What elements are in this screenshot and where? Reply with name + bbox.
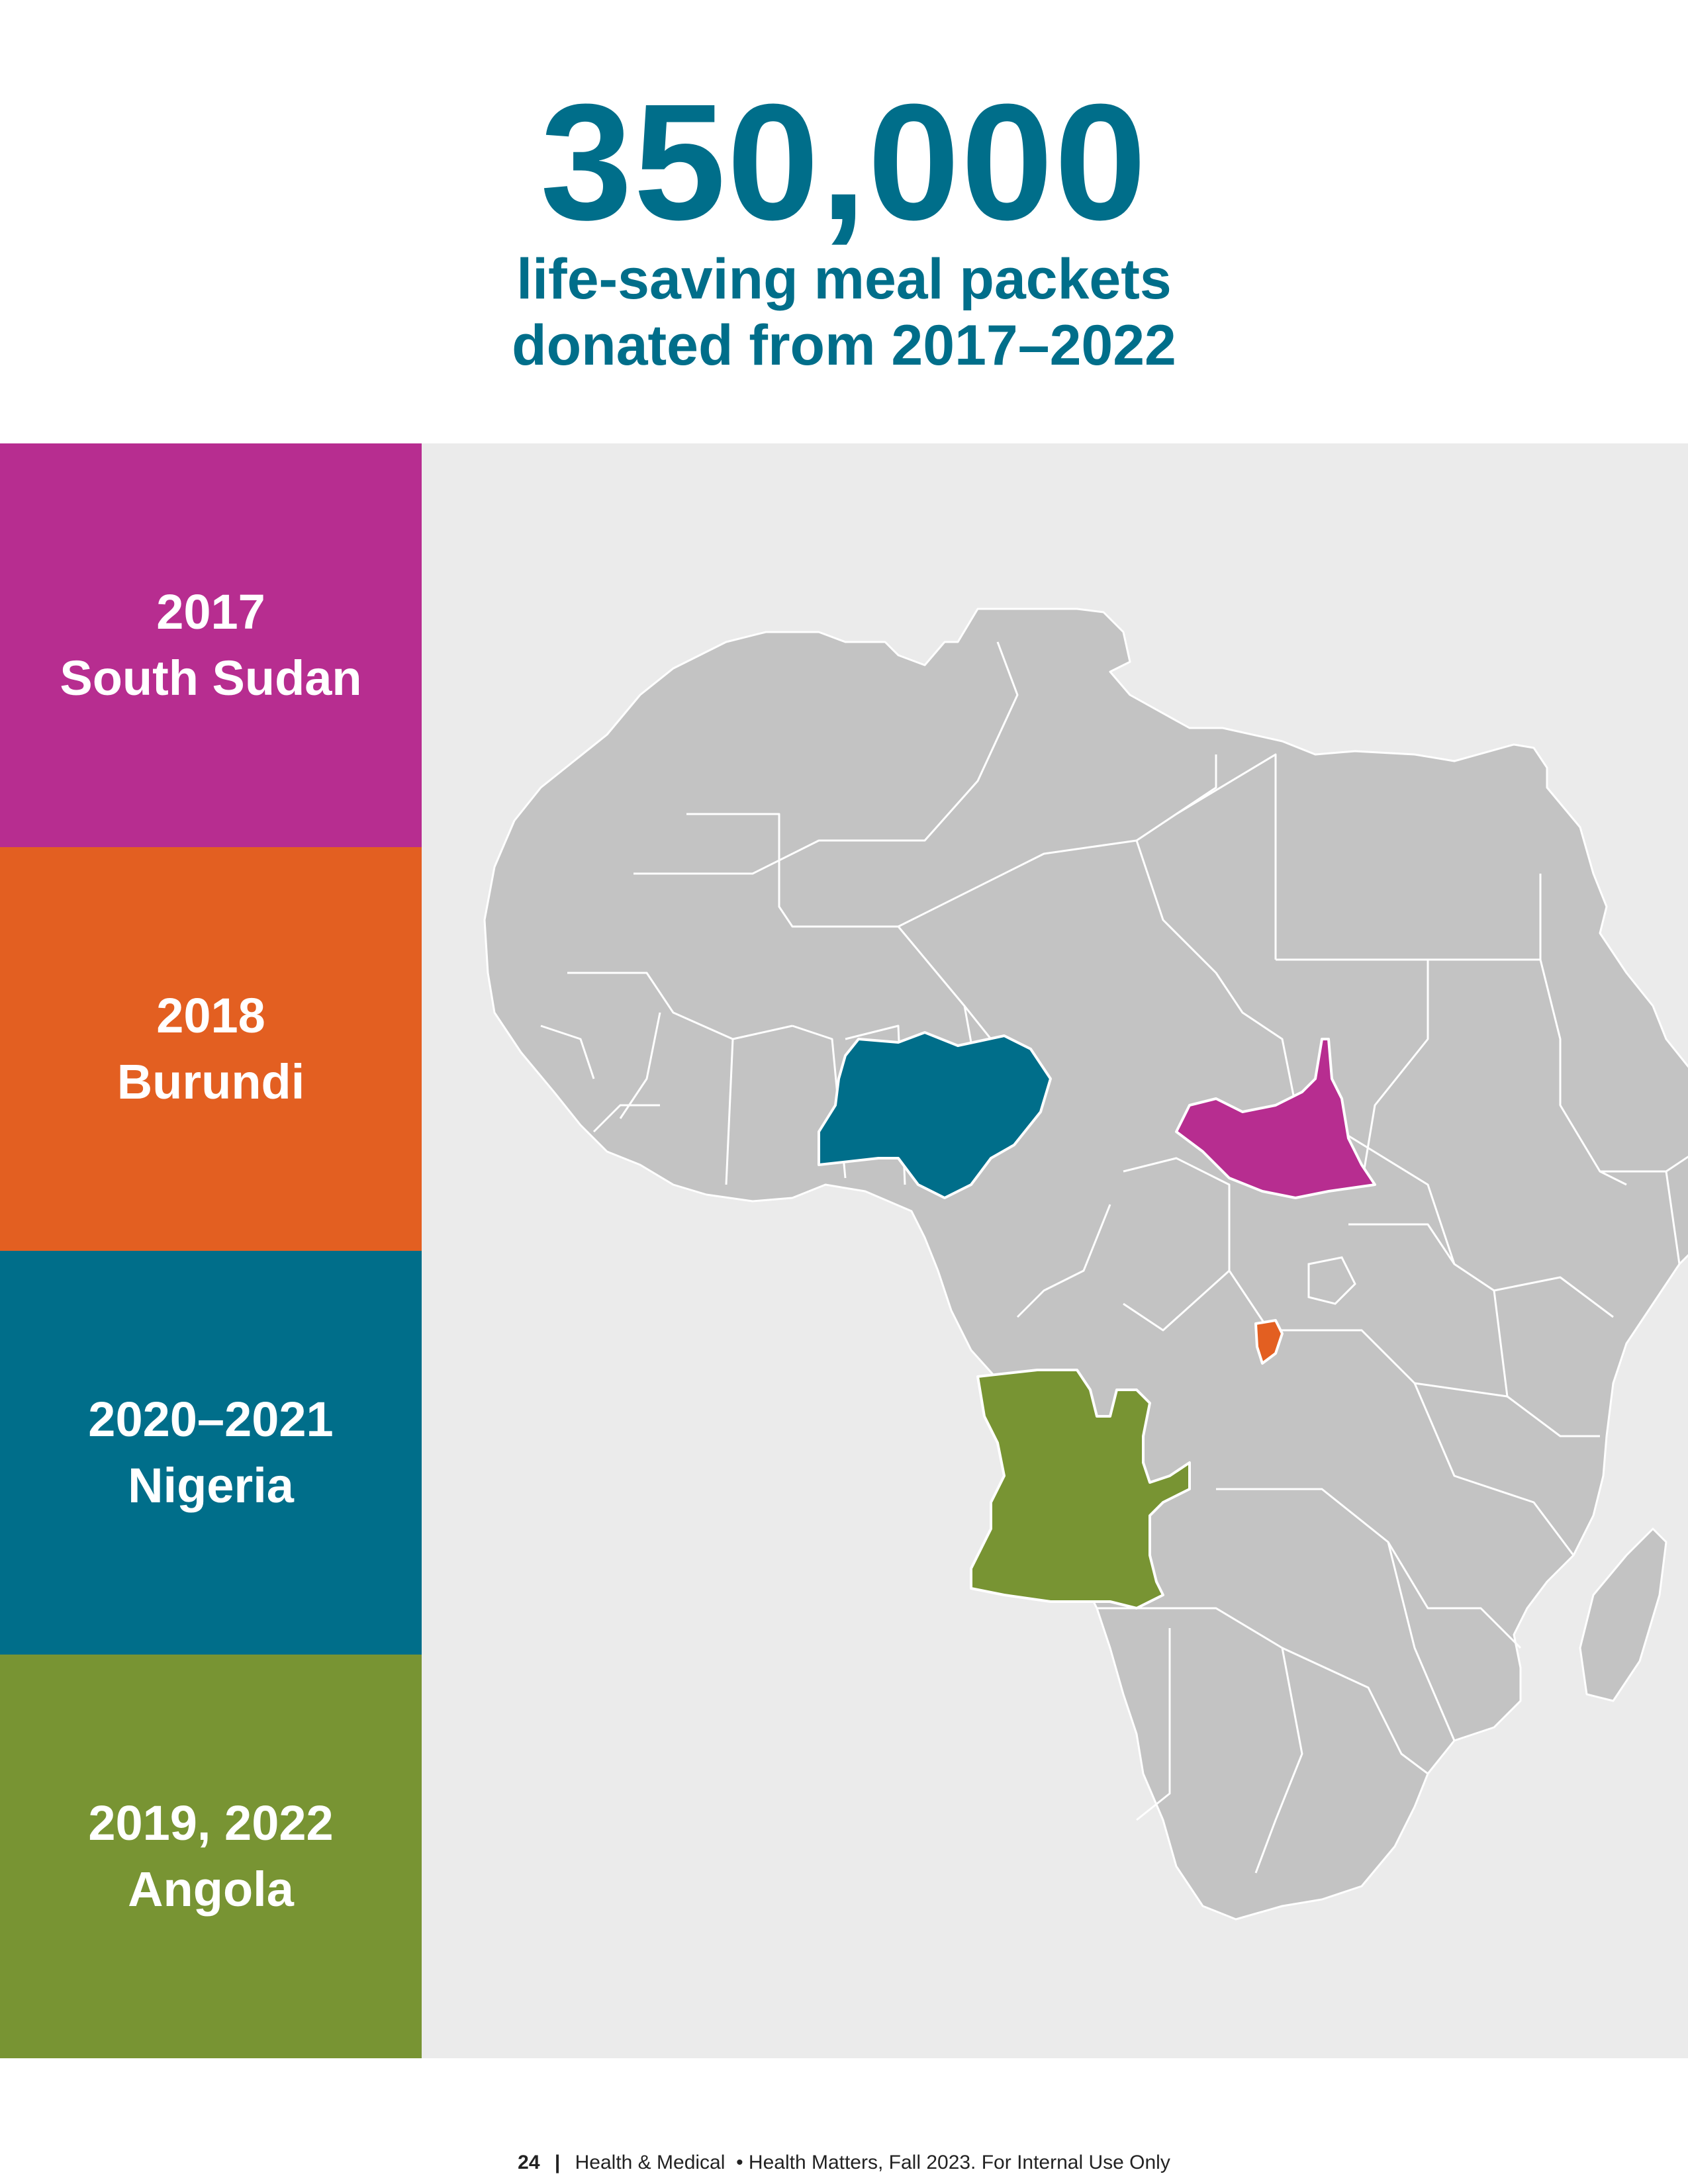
legend-country: Angola xyxy=(128,1862,294,1917)
headline-number: 350,000 xyxy=(540,69,1148,254)
legend-country: Burundi xyxy=(117,1054,305,1109)
legend-angola: 2019, 2022 Angola xyxy=(0,1655,422,2058)
map-panel xyxy=(422,443,1688,2058)
footer-separator: | xyxy=(554,2152,561,2173)
footer-text: Health & Medical • Health Matters, Fall … xyxy=(575,2152,1170,2173)
page-number: 24 xyxy=(518,2152,540,2173)
page-footer: 24 | Health & Medical • Health Matters, … xyxy=(0,2151,1688,2175)
madagascar-landmass xyxy=(1579,1527,1667,1702)
subheadline: life-saving meal packets donated from 20… xyxy=(0,246,1688,379)
south-sudan-region xyxy=(1175,1038,1376,1199)
country-borders xyxy=(540,641,1688,1874)
africa-map xyxy=(483,608,1688,1921)
legend-years: 2018 xyxy=(156,988,265,1043)
nigeria-region xyxy=(818,1031,1052,1199)
map-legend: 2017 South Sudan 2018 Burundi 2020–2021 … xyxy=(0,443,422,2058)
legend-country: South Sudan xyxy=(60,651,362,705)
subheadline-line-2: donated from 2017–2022 xyxy=(512,314,1176,377)
legend-country: Nigeria xyxy=(128,1458,294,1513)
lake-victoria xyxy=(1307,1256,1356,1305)
legend-nigeria: 2020–2021 Nigeria xyxy=(0,1251,422,1655)
subheadline-line-1: life-saving meal packets xyxy=(516,248,1172,311)
angola-region xyxy=(970,1369,1191,1610)
legend-burundi: 2018 Burundi xyxy=(0,847,422,1251)
legend-years: 2019, 2022 xyxy=(88,1796,334,1850)
legend-years: 2020–2021 xyxy=(88,1392,334,1447)
burundi-region xyxy=(1254,1319,1284,1365)
legend-years: 2017 xyxy=(156,584,265,639)
legend-south-sudan: 2017 South Sudan xyxy=(0,443,422,847)
